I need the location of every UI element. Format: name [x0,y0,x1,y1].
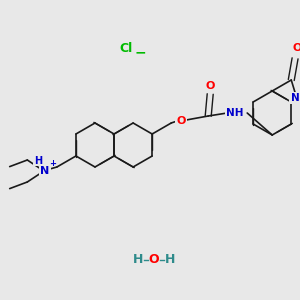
Text: O: O [176,116,186,126]
Text: H: H [165,253,175,266]
Text: O: O [206,81,215,91]
Text: NH: NH [226,108,244,118]
Text: −: − [134,45,146,59]
Text: N: N [40,166,50,176]
Text: H: H [133,253,143,266]
Text: +: + [50,160,56,169]
Text: O: O [292,43,300,53]
Text: Cl: Cl [119,41,133,55]
Text: H: H [34,156,42,166]
Text: O: O [149,253,159,266]
Text: NH: NH [290,93,300,103]
